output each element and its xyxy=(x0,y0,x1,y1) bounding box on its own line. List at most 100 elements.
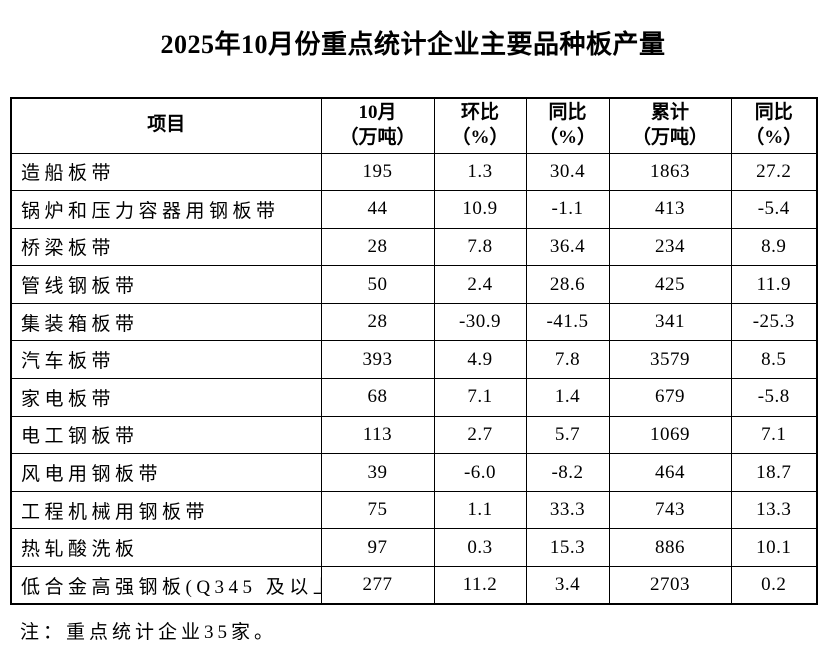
cumulative-value-cell: 341 xyxy=(608,302,732,342)
table-row: 管线钢板带 50 2.4 28.6 425 11.9 xyxy=(10,265,818,304)
cumulative-value-cell: 3579 xyxy=(608,340,732,380)
item-name-cell: 热轧酸洗板 xyxy=(10,528,322,568)
cumulative-yoy-value-cell: 10.1 xyxy=(730,528,818,568)
yoy-value-cell: 7.8 xyxy=(525,340,610,380)
yoy-value-cell: 5.7 xyxy=(525,415,610,455)
item-name-cell: 造船板带 xyxy=(10,152,322,192)
cumulative-value-cell: 234 xyxy=(608,227,732,267)
table-row: 电工钢板带 113 2.7 5.7 1069 7.1 xyxy=(10,415,818,455)
cumulative-yoy-value-cell: 8.5 xyxy=(730,340,818,380)
cumulative-yoy-value-cell: -25.3 xyxy=(730,302,818,342)
cumulative-yoy-value-cell: 13.3 xyxy=(730,490,818,530)
production-table: 项目 10月 （万吨） 环比 （%） 同比 （%） 累计 （万吨） 同比 （%） xyxy=(10,97,818,606)
mom-value-cell: -6.0 xyxy=(433,453,527,492)
mom-value-cell: 7.8 xyxy=(433,227,527,267)
column-header-cumulative-yoy: 同比 （%） xyxy=(730,97,818,154)
cumulative-yoy-value-cell: 27.2 xyxy=(730,152,818,192)
table-row: 热轧酸洗板 97 0.3 15.3 886 10.1 xyxy=(10,528,818,568)
table-header-row: 项目 10月 （万吨） 环比 （%） 同比 （%） 累计 （万吨） 同比 （%） xyxy=(10,97,818,154)
cumulative-value-cell: 464 xyxy=(608,453,732,492)
table-row: 风电用钢板带 39 -6.0 -8.2 464 18.7 xyxy=(10,453,818,492)
table-row: 桥梁板带 28 7.8 36.4 234 8.9 xyxy=(10,227,818,267)
item-name-cell: 集装箱板带 xyxy=(10,302,322,342)
column-header-unit: （%） xyxy=(538,126,596,148)
yoy-value-cell: -1.1 xyxy=(525,190,610,229)
cumulative-yoy-value-cell: 0.2 xyxy=(730,566,818,605)
column-header-label: 同比 xyxy=(754,102,793,124)
cumulative-yoy-value-cell: -5.8 xyxy=(730,378,818,417)
mom-value-cell: 2.7 xyxy=(433,415,527,455)
item-name-cell: 家电板带 xyxy=(10,378,322,417)
item-name-cell: 汽车板带 xyxy=(10,340,322,380)
october-value-cell: 28 xyxy=(320,302,435,342)
cumulative-value-cell: 886 xyxy=(608,528,732,568)
cumulative-yoy-value-cell: 11.9 xyxy=(730,265,818,304)
mom-value-cell: 7.1 xyxy=(433,378,527,417)
october-value-cell: 28 xyxy=(320,227,435,267)
yoy-value-cell: 30.4 xyxy=(525,152,610,192)
item-name-cell: 管线钢板带 xyxy=(10,265,322,304)
column-header-label: 10月 xyxy=(358,102,397,124)
october-value-cell: 97 xyxy=(320,528,435,568)
mom-value-cell: 11.2 xyxy=(433,566,527,605)
yoy-value-cell: 28.6 xyxy=(525,265,610,304)
column-header-unit: （万吨） xyxy=(631,126,708,148)
table-row: 工程机械用钢板带 75 1.1 33.3 743 13.3 xyxy=(10,490,818,530)
column-header-cumulative: 累计 （万吨） xyxy=(608,97,732,154)
cumulative-value-cell: 2703 xyxy=(608,566,732,605)
column-header-mom: 环比 （%） xyxy=(433,97,527,154)
table-row: 汽车板带 393 4.9 7.8 3579 8.5 xyxy=(10,340,818,380)
cumulative-yoy-value-cell: 7.1 xyxy=(730,415,818,455)
mom-value-cell: 0.3 xyxy=(433,528,527,568)
column-header-label: 累计 xyxy=(650,102,689,124)
cumulative-value-cell: 743 xyxy=(608,490,732,530)
yoy-value-cell: 3.4 xyxy=(525,566,610,605)
column-header-item: 项目 xyxy=(10,97,322,154)
yoy-value-cell: 15.3 xyxy=(525,528,610,568)
item-name-cell: 工程机械用钢板带 xyxy=(10,490,322,530)
column-header-unit: （%） xyxy=(451,126,509,148)
cumulative-yoy-value-cell: -5.4 xyxy=(730,190,818,229)
table-row: 集装箱板带 28 -30.9 -41.5 341 -25.3 xyxy=(10,302,818,342)
table-row: 低合金高强钢板(Q345 及以上) 277 11.2 3.4 2703 0.2 xyxy=(10,566,818,605)
cumulative-value-cell: 679 xyxy=(608,378,732,417)
page-title: 2025年10月份重点统计企业主要品种板产量 xyxy=(160,30,666,59)
item-name-cell: 锅炉和压力容器用钢板带 xyxy=(10,190,322,229)
table-row: 家电板带 68 7.1 1.4 679 -5.8 xyxy=(10,378,818,417)
october-value-cell: 50 xyxy=(320,265,435,304)
october-value-cell: 68 xyxy=(320,378,435,417)
column-header-unit: （万吨） xyxy=(339,126,416,148)
column-header-unit: （%） xyxy=(745,126,803,148)
mom-value-cell: -30.9 xyxy=(433,302,527,342)
cumulative-value-cell: 413 xyxy=(608,190,732,229)
yoy-value-cell: -8.2 xyxy=(525,453,610,492)
october-value-cell: 39 xyxy=(320,453,435,492)
item-name-cell: 风电用钢板带 xyxy=(10,453,322,492)
item-name-cell: 低合金高强钢板(Q345 及以上) xyxy=(10,566,322,605)
mom-value-cell: 1.1 xyxy=(433,490,527,530)
cumulative-yoy-value-cell: 8.9 xyxy=(730,227,818,267)
item-name-cell: 电工钢板带 xyxy=(10,415,322,455)
october-value-cell: 44 xyxy=(320,190,435,229)
cumulative-value-cell: 1863 xyxy=(608,152,732,192)
mom-value-cell: 1.3 xyxy=(433,152,527,192)
cumulative-value-cell: 1069 xyxy=(608,415,732,455)
column-header-label: 同比 xyxy=(548,102,587,124)
yoy-value-cell: 1.4 xyxy=(525,378,610,417)
yoy-value-cell: 36.4 xyxy=(525,227,610,267)
october-value-cell: 75 xyxy=(320,490,435,530)
october-value-cell: 195 xyxy=(320,152,435,192)
cumulative-yoy-value-cell: 18.7 xyxy=(730,453,818,492)
item-name-cell: 桥梁板带 xyxy=(10,227,322,267)
october-value-cell: 277 xyxy=(320,566,435,605)
october-value-cell: 393 xyxy=(320,340,435,380)
yoy-value-cell: 33.3 xyxy=(525,490,610,530)
mom-value-cell: 10.9 xyxy=(433,190,527,229)
column-header-label: 项目 xyxy=(147,114,186,136)
column-header-yoy: 同比 （%） xyxy=(525,97,610,154)
mom-value-cell: 2.4 xyxy=(433,265,527,304)
table-row: 造船板带 195 1.3 30.4 1863 27.2 xyxy=(10,152,818,192)
yoy-value-cell: -41.5 xyxy=(525,302,610,342)
footnote: 注：重点统计企业35家。 xyxy=(20,622,278,643)
cumulative-value-cell: 425 xyxy=(608,265,732,304)
